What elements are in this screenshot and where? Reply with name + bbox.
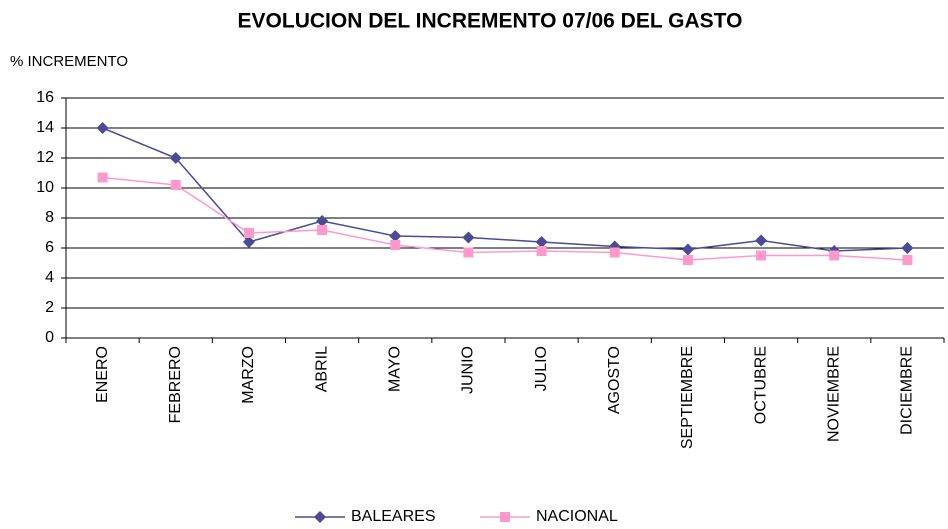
point <box>682 255 693 265</box>
point <box>463 247 474 258</box>
x-tick-label: MARZO <box>240 346 257 404</box>
y-tick-label: 10 <box>36 179 54 196</box>
y-tick-label: 8 <box>45 209 54 226</box>
x-tick-label: JULIO <box>533 346 550 391</box>
legend-label: NACIONAL <box>536 508 618 525</box>
x-tick-label: ENERO <box>94 346 111 403</box>
x-tick-label: MAYO <box>386 346 403 392</box>
point <box>389 230 402 242</box>
chart-title: EVOLUCION DEL INCREMENTO 07/06 DEL GASTO <box>238 10 743 33</box>
point <box>242 236 255 248</box>
point <box>96 122 109 134</box>
y-tick-label: 6 <box>45 239 54 256</box>
y-tick-label: 2 <box>45 299 54 316</box>
point <box>609 247 620 258</box>
series-line <box>102 127 908 252</box>
point <box>170 180 181 190</box>
point <box>755 234 768 247</box>
x-tick-label: JUNIO <box>460 346 477 394</box>
x-tick-label: AGOSTO <box>606 346 623 414</box>
legend-label: BALEARES <box>351 508 435 525</box>
y-tick-label: 12 <box>36 149 54 166</box>
point <box>316 215 329 227</box>
legend-marker <box>314 511 326 523</box>
point <box>681 243 694 256</box>
point <box>829 250 840 261</box>
point <box>390 240 401 250</box>
point <box>243 228 254 238</box>
y-tick-label: 14 <box>36 119 54 136</box>
point <box>902 255 913 265</box>
point <box>97 172 108 183</box>
series-line <box>102 176 908 261</box>
y-tick-label: 4 <box>45 269 54 286</box>
y-axis-label: % INCREMENTO <box>10 53 128 70</box>
point <box>169 152 182 164</box>
point <box>462 231 475 244</box>
y-tick-label: 16 <box>36 89 54 106</box>
x-tick-label: NOVIEMBRE <box>825 346 842 442</box>
x-tick-label: SEPTIEMBRE <box>679 346 696 449</box>
y-tick-label: 0 <box>45 329 54 346</box>
point <box>535 236 548 248</box>
x-tick-label: OCTUBRE <box>752 346 769 424</box>
point <box>756 250 767 261</box>
point <box>901 242 914 254</box>
point <box>536 246 547 256</box>
point <box>317 225 328 235</box>
x-tick-label: DICIEMBRE <box>899 346 916 435</box>
legend-marker <box>500 512 510 522</box>
x-tick-label: FEBRERO <box>167 346 184 423</box>
x-tick-label: ABRIL <box>313 346 330 392</box>
